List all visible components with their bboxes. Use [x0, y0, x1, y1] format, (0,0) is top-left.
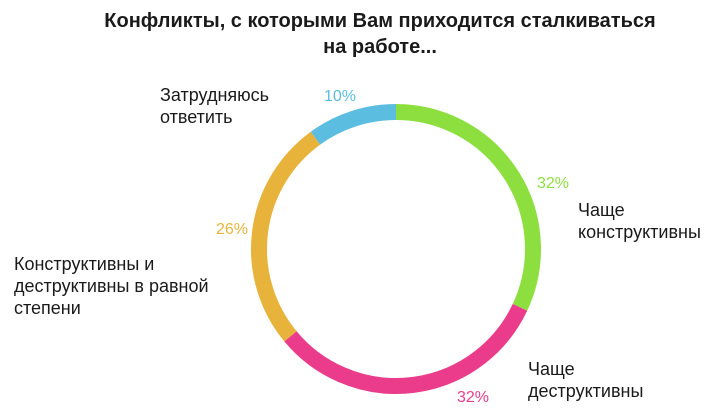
slice-category-label-4-line-2: ответить [160, 107, 233, 127]
slice-value-label-3: 26% [216, 221, 248, 238]
slice-value-label-4: 10% [324, 88, 356, 105]
chart-title-line-1: Конфликты, с которыми Вам приходится ста… [104, 10, 656, 32]
slice-category-label-1-line-1: Чаще [578, 200, 625, 220]
donut-slice-1 [395, 104, 541, 311]
slice-category-label-3-line-2: деструктивны в равной [14, 276, 209, 296]
slice-value-label-2: 32% [457, 389, 489, 406]
slice-category-label-3-line-1: Конструктивны и [14, 254, 154, 274]
slice-category-label-3: Конструктивны и деструктивны в равной степ… [14, 254, 209, 318]
slice-category-label-3-line-3: степени [14, 298, 81, 318]
slice-category-label-1-line-2: конструктивны [578, 222, 701, 242]
chart-title: Конфликты, с которыми Вам приходится ста… [60, 8, 700, 60]
slice-category-label-2-line-2: деструктивны [528, 381, 643, 401]
slice-category-label-4-line-1: Затрудняюсь [160, 85, 269, 105]
slice-category-label-2: Чаще деструктивны [528, 359, 643, 401]
slice-value-label-1: 32% [537, 175, 569, 192]
donut-slice-2 [284, 303, 528, 394]
donut-slice-4 [310, 104, 397, 145]
slice-category-label-1: Чаще конструктивны [578, 200, 701, 242]
chart-title-line-2: на работе... [323, 36, 437, 58]
slice-category-label-4: Затрудняюсь ответить [160, 85, 269, 127]
donut-slice-3 [251, 131, 321, 342]
slice-category-label-2-line-1: Чаще [528, 359, 575, 379]
